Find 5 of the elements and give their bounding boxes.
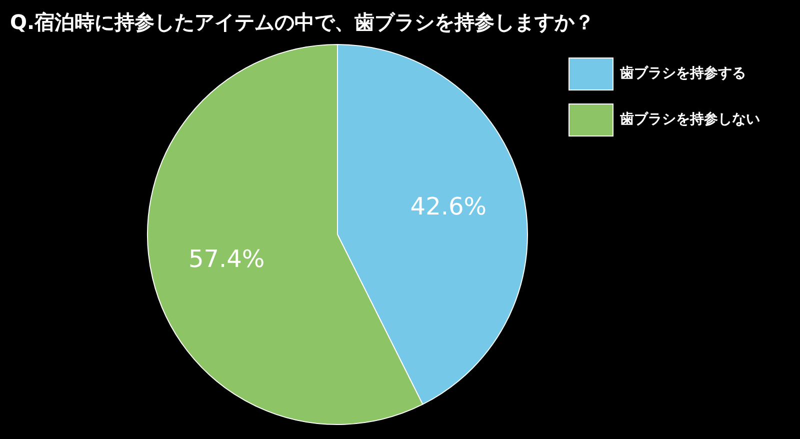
data-label: 57.4%	[188, 245, 265, 273]
legend-label: 歯ブラシを持参しない	[619, 110, 760, 128]
legend-label: 歯ブラシを持参する	[619, 64, 746, 82]
data-label: 42.6%	[410, 192, 487, 220]
chart-title: Q.宿泊時に持参したアイテムの中で、歯ブラシを持参しますか？	[10, 10, 595, 34]
